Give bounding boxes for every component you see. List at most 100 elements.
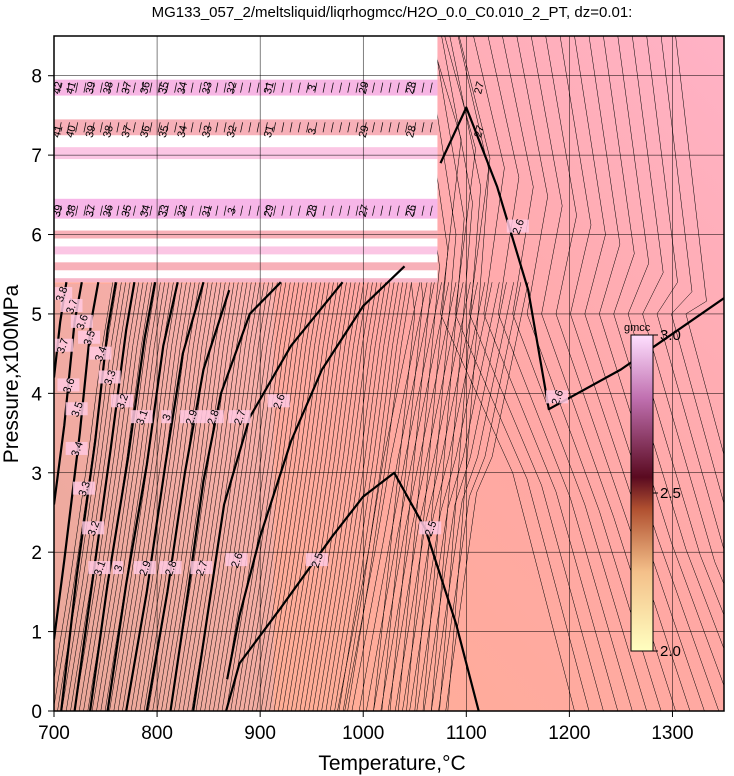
stripe-contour-label: 35: [157, 124, 172, 139]
thin-contour-line: [187, 282, 252, 711]
bold-contour-3.3: [73, 282, 136, 711]
stripe-contour-label: 32: [225, 124, 240, 139]
stripe-contour-label: 34: [138, 203, 153, 218]
stripe-hatch: [174, 82, 178, 93]
stripe-contour-label: 38: [101, 80, 116, 95]
stripe-hatch: [289, 82, 293, 93]
stripe-band: [54, 198, 438, 219]
contour-label: 3.6: [61, 377, 78, 395]
contour-label: 2.8: [205, 408, 222, 426]
stripe-hatch: [363, 205, 367, 216]
thin-contour-line: [334, 282, 399, 711]
stripe-contour-label: 29: [262, 203, 277, 218]
thin-contour-line: [308, 282, 373, 711]
chart-title: MG133_057_2/meltsliquid/liqrhogmcc/H2O_0…: [152, 4, 633, 21]
stripe-band: [54, 147, 438, 160]
stripe-contour-label: 27: [472, 124, 487, 139]
stripe-hatch: [223, 122, 227, 133]
thin-contour-line: [387, 282, 471, 711]
stripe-hatch: [347, 205, 351, 216]
stripe-hatch: [363, 122, 367, 133]
thin-contour-line: [351, 282, 435, 711]
stripe-hatch: [231, 122, 235, 133]
stripe-contour-label: 28: [404, 124, 419, 139]
stripe-hatch: [100, 82, 103, 93]
stripe-hatch: [405, 122, 408, 133]
thin-contour-line: [304, 282, 369, 711]
stripe-hatch: [248, 122, 252, 133]
contour-label-bg: [201, 410, 224, 424]
stripe-hatch: [174, 205, 178, 216]
colorbar-unit: gmcc: [624, 322, 651, 334]
stripe-hatch: [141, 122, 145, 133]
stripe-hatch: [388, 122, 392, 133]
thin-contour-line: [139, 282, 204, 711]
stripe-hatch: [198, 122, 202, 133]
stripe-contour-label: 39: [84, 124, 99, 139]
thin-contour-line: [358, 282, 442, 711]
stripe-hatch: [330, 122, 334, 133]
stripe-contour-label: 42: [51, 80, 66, 95]
stripe-hatch: [75, 205, 79, 216]
contour-labels: 2.52.52.62.62.62.62.72.72.82.82.92.9333.…: [54, 218, 569, 578]
thin-contour-line: [299, 282, 365, 711]
stripe-hatch: [363, 82, 367, 93]
stripe-hatch: [355, 205, 359, 216]
thin-contour-line: [91, 282, 157, 711]
contour-label-bg: [228, 410, 251, 424]
stripe-hatch: [240, 122, 243, 133]
contour-label: 2.9: [184, 408, 201, 426]
bold-contour-3.2: [89, 281, 157, 711]
stripe-hatch: [347, 122, 351, 133]
y-axis: 0 1 2 3 4 5 6 7 8: [31, 67, 54, 723]
contour-label-bg: [89, 346, 112, 360]
stripe-contour-label: 34: [175, 80, 190, 95]
stripe-hatch: [207, 205, 210, 216]
contour-label: 2.5: [310, 551, 327, 569]
bold-contour-3.1: [106, 281, 179, 711]
thin-contour-line: [65, 282, 131, 711]
thin-contour-line: [447, 36, 490, 711]
contour-label: 2.9: [137, 559, 154, 577]
stripe-contour-label: 41: [64, 80, 79, 95]
stripe-hatch: [83, 122, 87, 133]
stripe-hatch: [149, 82, 153, 93]
stripe-hatch: [314, 122, 318, 133]
stripe-contour-label: 3: [306, 83, 319, 92]
colorbar-tick-label: 2.0: [660, 643, 681, 660]
colorbar-tick-label: 3.0: [660, 327, 681, 344]
stripe-hatch: [223, 205, 227, 216]
stripe-contour-label: 34: [175, 124, 190, 139]
contour-label: 2.5: [423, 519, 440, 537]
stripe-hatch: [380, 205, 384, 216]
stripe-hatch: [58, 205, 62, 216]
bold-contours: [54, 106, 724, 711]
stripe-hatch: [124, 122, 128, 133]
stripe-hatch: [297, 205, 301, 216]
contour-label-bg: [111, 394, 134, 408]
stripe-hatch: [182, 82, 186, 93]
stripe-hatch: [413, 205, 417, 216]
grid-lines: [54, 36, 724, 711]
thin-contour-line: [130, 282, 196, 711]
stripe-hatch: [182, 205, 186, 216]
stripe-hatch: [339, 205, 342, 216]
contour-label-bg: [159, 561, 182, 575]
thin-contour-line: [74, 282, 139, 711]
stripe-hatch: [264, 82, 268, 93]
stripe-hatch: [256, 122, 260, 133]
thin-contour-line: [317, 282, 382, 711]
bold-contour-3.4: [60, 282, 117, 711]
stripe-hatch: [190, 122, 194, 133]
contour-label-bg: [82, 521, 105, 535]
contour-label: 3.3: [77, 480, 94, 498]
thin-contour-line: [342, 282, 408, 711]
stripe-hatch: [240, 82, 243, 93]
thin-contour-line: [402, 282, 486, 711]
plot-frame: [53, 35, 725, 712]
stripe-hatch: [264, 122, 268, 133]
bold-contour-2.6: [226, 265, 406, 680]
stripe-contour-label: 27: [357, 203, 372, 218]
thin-contour-line: [338, 282, 404, 711]
contour-label-bg: [70, 314, 93, 328]
